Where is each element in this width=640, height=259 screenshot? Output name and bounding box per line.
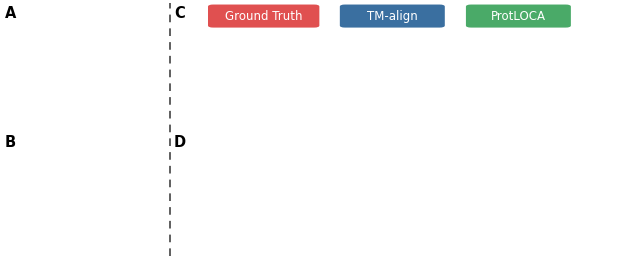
Text: A: A [5, 6, 17, 21]
Text: D: D [174, 135, 186, 150]
Text: B: B [5, 135, 16, 150]
FancyBboxPatch shape [340, 5, 445, 28]
Text: Ground Truth: Ground Truth [225, 10, 303, 23]
FancyBboxPatch shape [208, 5, 319, 28]
Text: C: C [174, 6, 185, 21]
Text: TM-align: TM-align [367, 10, 418, 23]
FancyBboxPatch shape [466, 5, 571, 28]
Text: ProtLOCA: ProtLOCA [491, 10, 546, 23]
